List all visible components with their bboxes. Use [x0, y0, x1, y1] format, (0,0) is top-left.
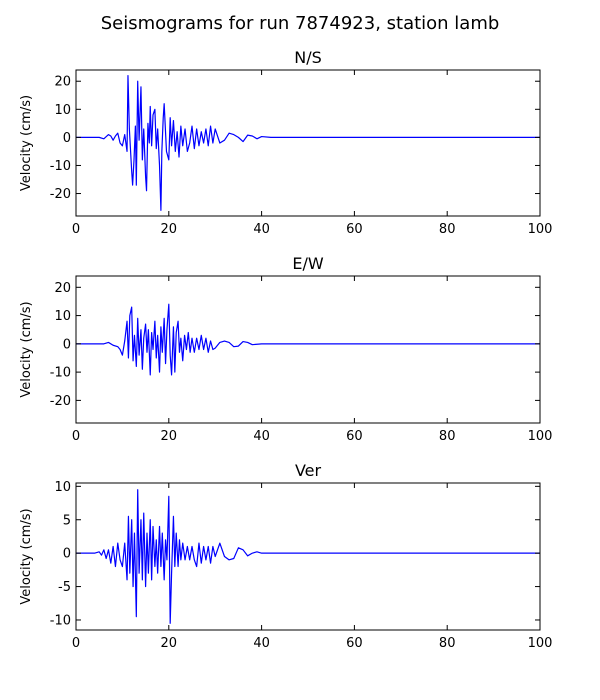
x-tick-label: 100 — [528, 222, 553, 237]
x-tick-label: 80 — [439, 222, 456, 237]
y-axis-label-ver: Velocity (cm/s) — [19, 508, 34, 604]
y-tick-label: -20 — [50, 394, 71, 409]
y-tick-label: 10 — [54, 103, 71, 118]
y-tick-label: 5 — [63, 513, 71, 528]
x-tick-label: 0 — [72, 222, 80, 237]
y-tick-label: 20 — [54, 281, 71, 296]
y-tick-label: 10 — [54, 309, 71, 324]
y-axis-label-ns: Velocity (cm/s) — [19, 95, 34, 191]
x-tick-label: 60 — [346, 636, 363, 651]
x-tick-label: 20 — [161, 636, 178, 651]
y-tick-label: -10 — [50, 613, 71, 628]
x-tick-label: 40 — [253, 636, 270, 651]
axes-frame-ew — [75, 275, 541, 424]
y-tick-label: -20 — [50, 187, 71, 202]
axes-frame-ver — [75, 482, 541, 631]
y-tick-label: 20 — [54, 75, 71, 90]
y-axis-label-ew: Velocity (cm/s) — [19, 301, 34, 397]
x-tick-label: 80 — [439, 636, 456, 651]
x-tick-label: 40 — [253, 429, 270, 444]
panel-title-ns: N/S — [294, 48, 322, 67]
figure-title: Seismograms for run 7874923, station lam… — [101, 13, 500, 34]
x-tick-label: 0 — [72, 429, 80, 444]
panel-title-ver: Ver — [295, 461, 322, 480]
panel-title-ew: E/W — [292, 254, 324, 273]
x-tick-label: 60 — [346, 429, 363, 444]
x-tick-label: 0 — [72, 636, 80, 651]
y-tick-label: -10 — [50, 159, 71, 174]
x-tick-label: 40 — [253, 222, 270, 237]
y-tick-label: 0 — [63, 337, 71, 352]
x-tick-label: 100 — [528, 429, 553, 444]
trace-ver — [76, 489, 540, 624]
x-tick-label: 100 — [528, 636, 553, 651]
trace-ew — [76, 303, 540, 376]
x-tick-label: 20 — [161, 222, 178, 237]
panel-ver: Ver 0 20 40 60 80 100 10 5 0 -5 -10 Velocity (cm/s) — [19, 461, 552, 651]
x-tick-label: 20 — [161, 429, 178, 444]
y-tick-label: 0 — [63, 547, 71, 562]
y-tick-label: 10 — [54, 480, 71, 495]
x-tick-label: 80 — [439, 429, 456, 444]
x-tick-label: 60 — [346, 222, 363, 237]
y-tick-label: -5 — [58, 580, 71, 595]
axes-frame-ns — [75, 69, 541, 217]
y-tick-label: -10 — [50, 366, 71, 381]
trace-ns — [76, 75, 540, 211]
y-tick-label: 0 — [63, 131, 71, 146]
